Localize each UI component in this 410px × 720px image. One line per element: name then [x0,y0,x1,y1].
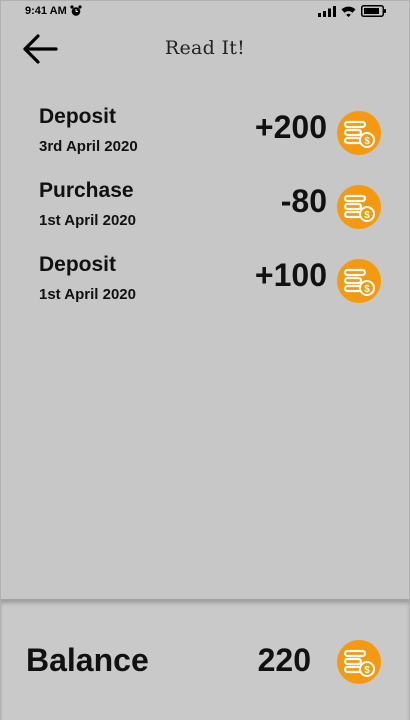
balance-label: Balance [26,642,149,678]
transaction-row[interactable]: Purchase 1st April 2020 -80 $ [1,175,409,249]
back-button[interactable] [21,31,59,67]
alarm-clock-icon [70,5,82,16]
transaction-date: 1st April 2020 [39,286,136,303]
svg-text:$: $ [364,665,370,676]
app-bar: Read It! [1,25,409,73]
status-left: 9:41 AM [25,5,82,17]
status-bar: 9:41 AM [1,1,409,21]
transaction-list: Deposit 3rd April 2020 +200 $ Purchase 1… [1,101,409,323]
transaction-amount: -80 [280,183,327,219]
transaction-name: Purchase [39,179,134,202]
transaction-name: Deposit [39,105,117,128]
balance-value: 220 [257,642,311,678]
wifi-icon [341,6,356,17]
coins-icon: $ [337,111,381,155]
signal-icon [318,5,336,17]
transaction-name: Deposit [39,253,117,276]
transaction-row[interactable]: Deposit 3rd April 2020 +200 $ [1,101,409,175]
arrow-left-icon [23,34,58,64]
svg-text:$: $ [364,284,370,295]
coins-icon: $ [337,640,381,684]
status-right [318,5,387,17]
status-time: 9:41 AM [25,5,67,17]
svg-text:$: $ [364,210,370,221]
coins-icon: $ [337,259,381,303]
svg-text:$: $ [364,136,370,147]
transaction-date: 3rd April 2020 [39,138,138,155]
coins-icon: $ [337,185,381,229]
transaction-date: 1st April 2020 [39,212,136,229]
balance-bar: Balance 220 $ [1,599,409,720]
page-title: Read It! [164,37,246,59]
transaction-amount: +100 [254,257,327,293]
transaction-row[interactable]: Deposit 1st April 2020 +100 $ [1,249,409,323]
transaction-amount: +200 [254,109,327,145]
battery-icon [361,5,386,17]
